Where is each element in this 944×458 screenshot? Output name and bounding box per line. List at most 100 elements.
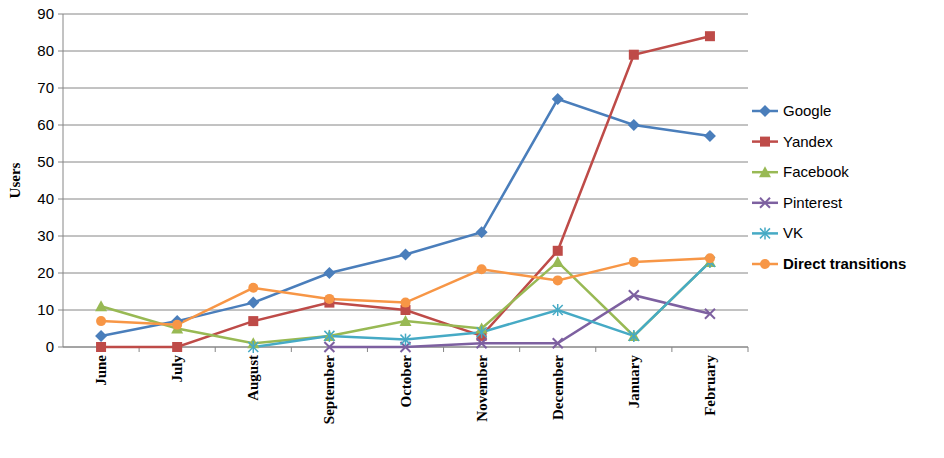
y-tick-label: 60: [37, 116, 54, 133]
x-tick: [291, 347, 292, 352]
marker-shape: [477, 338, 487, 348]
marker-shape: [400, 315, 412, 326]
marker: [629, 290, 639, 300]
grid-line: [63, 273, 748, 274]
marker-shape: [172, 342, 182, 352]
marker-shape: [248, 283, 258, 293]
marker-shape: [629, 331, 639, 341]
marker-shape: [477, 327, 487, 337]
marker: [629, 257, 639, 267]
marker-shape: [633, 330, 635, 342]
marker-shape: [760, 228, 770, 238]
marker: [476, 226, 488, 238]
marker: [95, 300, 107, 311]
legend-label: Yandex: [783, 133, 833, 150]
marker-shape: [248, 342, 258, 352]
y-tick-label: 90: [37, 5, 54, 22]
marker-shape: [476, 226, 488, 238]
marker-shape: [324, 331, 334, 341]
legend-label: Direct transitions: [783, 255, 906, 272]
y-tick: [58, 14, 63, 15]
legend-marker: [759, 166, 771, 177]
grid-line: [63, 199, 748, 200]
y-tick-label: 20: [37, 264, 54, 281]
series-line: [253, 262, 710, 347]
plot-area: [95, 31, 716, 353]
marker-shape: [705, 31, 715, 41]
grid-line: [63, 162, 748, 163]
y-tick-label: 40: [37, 190, 54, 207]
marker-shape: [552, 256, 564, 267]
legend-label: Facebook: [783, 163, 849, 180]
y-tick: [58, 125, 63, 126]
marker: [628, 330, 640, 341]
marker-shape: [759, 105, 771, 117]
grid-line: [63, 14, 748, 15]
grid-line: [63, 236, 748, 237]
marker-shape: [553, 338, 563, 348]
x-tick-label: August: [245, 355, 261, 401]
marker: [324, 294, 334, 304]
marker-shape: [629, 257, 639, 267]
marker-shape: [628, 330, 640, 341]
y-tick-label: 80: [37, 42, 54, 59]
y-tick: [58, 162, 63, 163]
marker: [172, 320, 182, 330]
marker-shape: [324, 342, 334, 352]
marker-shape: [760, 198, 770, 208]
x-tick-label: February: [702, 355, 718, 416]
marker-shape: [552, 93, 564, 105]
marker-shape: [248, 316, 258, 326]
marker: [628, 119, 640, 131]
marker-shape: [557, 304, 559, 316]
marker: [553, 246, 563, 256]
x-tick: [671, 347, 672, 352]
y-tick-label: 10: [37, 301, 54, 318]
x-tick-label: January: [626, 355, 642, 409]
marker-shape: [96, 342, 106, 352]
y-tick: [58, 273, 63, 274]
marker-shape: [324, 342, 334, 352]
marker: [553, 338, 563, 348]
y-tick: [58, 199, 63, 200]
marker: [553, 304, 563, 316]
marker-shape: [705, 309, 715, 319]
y-axis: [63, 14, 64, 347]
legend-marker: [760, 137, 770, 147]
marker-shape: [628, 119, 640, 131]
x-tick: [748, 347, 749, 352]
marker: [705, 309, 715, 319]
marker: [477, 338, 487, 348]
marker-shape: [553, 338, 563, 348]
legend-label: VK: [783, 224, 803, 241]
marker: [248, 341, 258, 353]
marker: [477, 326, 487, 338]
marker-shape: [172, 320, 182, 330]
x-tick: [443, 347, 444, 352]
marker-shape: [400, 249, 412, 261]
x-tick-label: October: [398, 355, 414, 408]
marker-shape: [704, 130, 716, 142]
marker: [477, 264, 487, 274]
marker-shape: [95, 300, 107, 311]
y-tick-label: 50: [37, 153, 54, 170]
marker-shape: [247, 297, 259, 309]
marker: [705, 31, 715, 41]
marker: [552, 256, 564, 267]
marker: [400, 315, 412, 326]
x-tick: [519, 347, 520, 352]
marker-shape: [705, 253, 715, 263]
marker-shape: [759, 166, 771, 177]
marker-shape: [760, 137, 770, 147]
marker-shape: [477, 264, 487, 274]
marker-shape: [96, 316, 106, 326]
marker: [704, 130, 716, 142]
marker-shape: [553, 275, 563, 285]
marker-shape: [323, 267, 335, 279]
y-tick-label: 0: [46, 338, 54, 355]
marker: [401, 298, 411, 308]
marker: [629, 330, 639, 342]
legend-marker: [760, 259, 770, 269]
marker-shape: [705, 309, 715, 319]
marker: [552, 93, 564, 105]
